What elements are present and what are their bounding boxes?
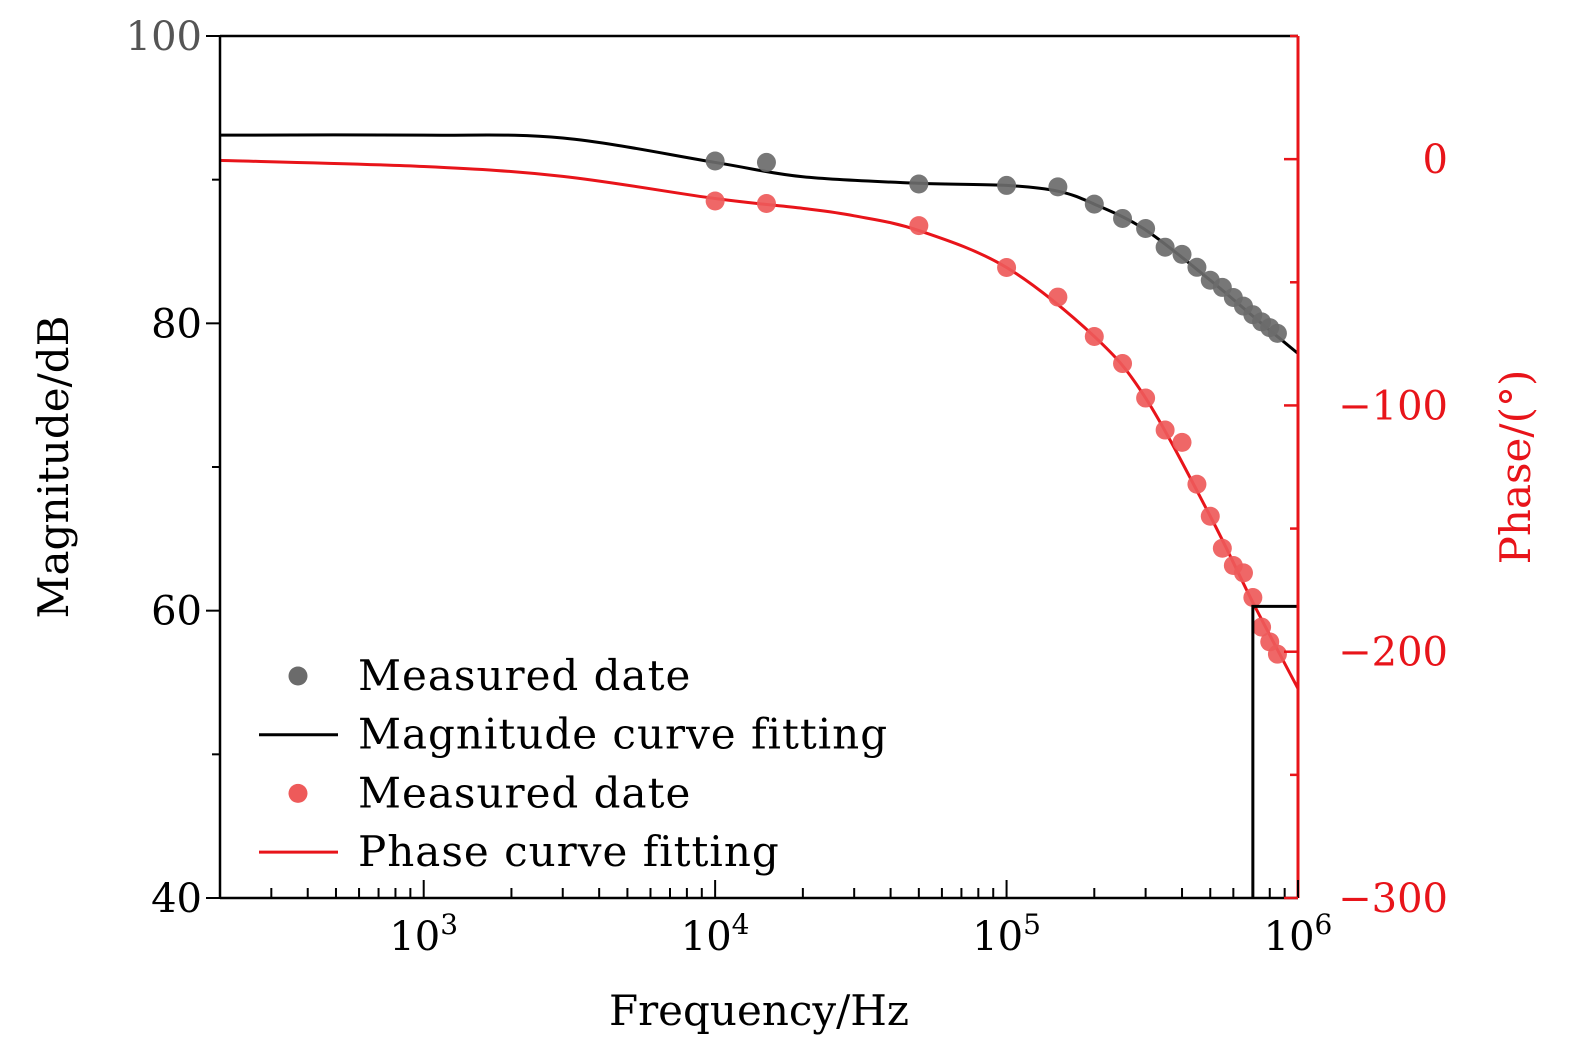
- phase-data-point: [1243, 588, 1263, 608]
- magnitude-data-point: [705, 151, 725, 171]
- y-tick-label: 60: [151, 589, 202, 635]
- phase-data-point: [997, 258, 1017, 278]
- x-axis-label: Frequency/Hz: [609, 986, 909, 1035]
- magnitude-data-point: [1187, 257, 1207, 277]
- phase-fit-line: [219, 158, 1300, 690]
- magnitude-data-point: [1155, 237, 1175, 257]
- phase-data-point: [1084, 326, 1104, 346]
- legend: Measured date Magnitude curve fitting Meas…: [259, 651, 888, 876]
- y-axis-label: Magnitude/dB: [29, 316, 78, 619]
- y2-tick-label: −300: [1338, 876, 1448, 922]
- phase-data-point: [1136, 388, 1156, 408]
- phase-data-point: [1048, 287, 1068, 307]
- phase-data-point: [909, 216, 929, 236]
- magnitude-data-point: [909, 174, 929, 194]
- y2-tick-label: 0: [1423, 137, 1448, 183]
- phase-data-point: [1172, 432, 1192, 452]
- x-tick-label: 104: [681, 908, 750, 960]
- phase-data-point: [1252, 617, 1272, 637]
- legend-label: Phase curve fitting: [358, 827, 780, 876]
- phase-data-point: [1113, 354, 1133, 374]
- magnitude-data-point: [1048, 177, 1068, 197]
- phase-data-point: [756, 193, 776, 213]
- magnitude-data-point: [1136, 219, 1156, 239]
- x-tick-label: 105: [972, 908, 1041, 960]
- legend-label: Measured date: [358, 768, 691, 817]
- phase-data-point: [1155, 420, 1175, 440]
- phase-data-point: [1187, 474, 1207, 494]
- phase-data-point: [1267, 644, 1287, 664]
- magnitude-data-point: [1113, 208, 1133, 228]
- y-tick-label: 40: [151, 876, 202, 922]
- y2-tick-label: −200: [1338, 630, 1448, 676]
- x-tick-label: 106: [1264, 908, 1333, 960]
- magnitude-data-point: [1172, 244, 1192, 264]
- legend-marker-point: [288, 666, 308, 686]
- magnitude-data-point: [997, 175, 1017, 195]
- phase-data-point: [1212, 538, 1232, 558]
- phase-data-point: [705, 191, 725, 211]
- legend-marker-point: [288, 783, 308, 803]
- magnitude-data-point: [756, 152, 776, 172]
- legend-label: Measured date: [358, 651, 691, 700]
- y2-axis-label: Phase/(°): [1491, 370, 1540, 565]
- y-tick-label: 80: [151, 301, 202, 347]
- magnitude-data-point: [1267, 323, 1287, 343]
- y2-tick-label: −100: [1338, 383, 1448, 429]
- x-tick-label: 103: [389, 908, 458, 960]
- annotation-box: [1251, 604, 1298, 898]
- phase-data-point: [1233, 563, 1253, 583]
- magnitude-data-point: [1084, 194, 1104, 214]
- y-tick-label: 100: [126, 14, 202, 60]
- phase-data-point: [1200, 506, 1220, 526]
- legend-label: Magnitude curve fitting: [358, 710, 888, 759]
